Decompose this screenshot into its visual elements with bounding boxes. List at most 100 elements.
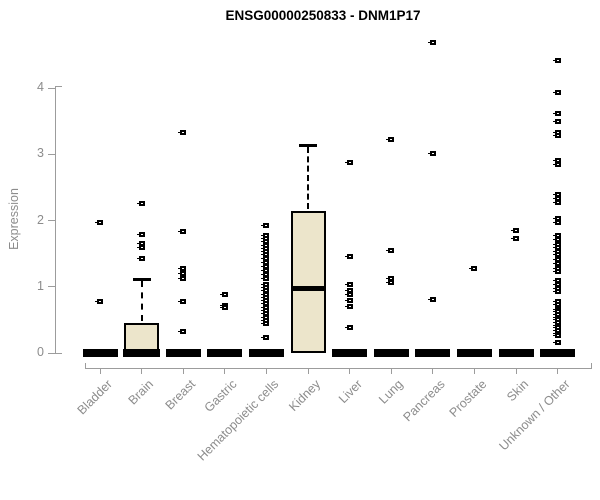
outlier-point [344,254,353,260]
x-tick-label: Unknown / Other [496,377,573,454]
outlier-point [552,110,561,116]
x-tick [182,368,184,374]
y-tick [48,87,55,89]
outlier-point [552,269,561,274]
median-bar [207,349,243,357]
median-bar [123,349,161,357]
x-tick [141,368,143,374]
x-tick [557,368,559,374]
y-tick-label: 3 [37,146,44,161]
outlier-point [261,275,270,281]
x-tick-label: Brain [125,377,157,408]
outlier-point [552,232,561,238]
median-bar [373,349,409,357]
outlier-point [178,228,187,234]
outlier-point [552,58,561,64]
outlier-point [261,335,270,341]
x-tick-label: Kidney [285,377,323,414]
outlier-point [344,297,353,303]
outlier-point [386,247,395,253]
x-tick-label: Breast [162,377,199,413]
outlier-point [552,252,561,258]
x-tick [432,368,434,374]
outlier-point [386,136,395,142]
y-tick-label: 0 [37,345,44,359]
median-bar [332,349,368,357]
outlier-point [178,266,187,272]
y-tick-label: 4 [37,80,44,94]
outlier-point [552,90,561,96]
whisker-cap [132,277,151,281]
x-tick [473,368,475,374]
outlier-point [552,339,561,345]
median-bar [292,285,324,291]
whisker [307,146,309,209]
whisker-cap [299,143,317,147]
x-tick-label: Gastric [201,377,240,415]
median-bar [456,349,492,357]
x-tick-label: Liver [335,377,365,407]
outlier-point [552,200,561,206]
outlier-point [552,219,561,225]
x-tick [390,368,392,374]
x-tick-label: Lung [376,377,407,407]
y-tick [48,286,55,288]
outlier-point [344,304,353,310]
y-axis-cap-bottom [56,353,62,354]
x-axis-line [85,368,592,369]
outlier-point [344,282,353,288]
x-tick-label: Pancreas [400,377,448,425]
x-tick-label: Bladder [74,377,115,418]
y-tick-label: 1 [37,278,44,293]
y-tick [48,153,55,155]
outlier-point [552,133,561,139]
outlier-point [178,275,187,281]
x-tick [515,368,517,374]
outlier-point [136,244,145,250]
outlier-point [386,279,395,285]
outlier-point [178,298,187,304]
outlier-point [552,261,561,267]
outlier-point [95,298,103,304]
outlier-point [344,159,353,165]
outlier-point [427,151,436,157]
x-tick [349,368,351,374]
y-axis-cap-top [56,86,62,87]
outlier-point [511,235,519,241]
x-axis-cap-left [85,363,86,369]
outlier-point [344,287,353,293]
outlier-point [178,271,187,276]
y-tick [48,220,55,221]
y-tick [48,352,55,354]
outlier-point [552,333,561,339]
outlier-point [552,302,561,308]
x-tick [224,368,226,374]
x-tick-label: Hematopoietic cells [194,377,282,464]
outlier-point [136,231,145,237]
outlier-point [469,265,478,271]
median-bar [540,349,576,357]
outlier-point [261,255,270,261]
outlier-point [219,292,228,298]
outlier-point [552,161,561,167]
outlier-point [136,200,145,206]
median-bar [165,349,201,357]
box [124,323,160,353]
outlier-point [178,129,187,135]
outlier-point [136,256,145,262]
outlier-point [219,305,228,311]
outlier-point [552,191,561,197]
median-bar [82,349,118,357]
x-tick [99,368,101,374]
outlier-point [178,328,187,334]
x-tick-label: Skin [503,377,531,405]
chart-title: ENSG00000250833 - DNM1P17 [225,8,421,23]
outlier-point [427,296,436,302]
outlier-point [511,227,519,233]
outlier-point [344,292,353,298]
box [290,210,326,353]
outlier-point [552,118,561,124]
x-axis-cap-right [591,363,592,369]
